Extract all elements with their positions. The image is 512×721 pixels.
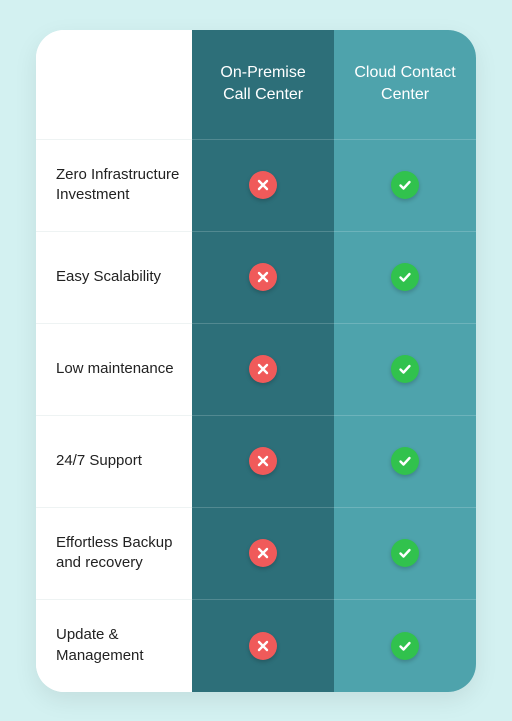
cross-icon	[249, 263, 277, 291]
comparison-table: On-Premise Call Center Cloud Contact Cen…	[36, 30, 476, 692]
table-row: Low maintenance	[36, 324, 476, 416]
row-label: Update & Management	[36, 600, 192, 692]
column-header-cloud: Cloud Contact Center	[334, 30, 476, 140]
cell-on-premise	[192, 416, 334, 508]
cross-icon	[249, 447, 277, 475]
cross-icon	[249, 632, 277, 660]
cell-on-premise	[192, 140, 334, 232]
row-label: Easy Scalability	[36, 232, 192, 324]
row-label: Effortless Backup and recovery	[36, 508, 192, 600]
check-icon	[391, 632, 419, 660]
table-header-row: On-Premise Call Center Cloud Contact Cen…	[36, 30, 476, 140]
check-icon	[391, 263, 419, 291]
check-icon	[391, 447, 419, 475]
cell-on-premise	[192, 324, 334, 416]
cross-icon	[249, 355, 277, 383]
cell-cloud	[334, 232, 476, 324]
table-row: Zero Infrastructure Investment	[36, 140, 476, 232]
cell-cloud	[334, 600, 476, 692]
cell-on-premise	[192, 508, 334, 600]
row-label: Zero Infrastructure Investment	[36, 140, 192, 232]
table-row: Easy Scalability	[36, 232, 476, 324]
check-icon	[391, 355, 419, 383]
table-row: 24/7 Support	[36, 416, 476, 508]
cell-cloud	[334, 324, 476, 416]
cell-on-premise	[192, 600, 334, 692]
cell-cloud	[334, 416, 476, 508]
cell-on-premise	[192, 232, 334, 324]
cell-cloud	[334, 508, 476, 600]
table-row: Update & Management	[36, 600, 476, 692]
cross-icon	[249, 539, 277, 567]
cell-cloud	[334, 140, 476, 232]
cross-icon	[249, 171, 277, 199]
column-header-on-premise: On-Premise Call Center	[192, 30, 334, 140]
table-row: Effortless Backup and recovery	[36, 508, 476, 600]
header-empty-cell	[36, 30, 192, 140]
row-label: 24/7 Support	[36, 416, 192, 508]
check-icon	[391, 171, 419, 199]
row-label: Low maintenance	[36, 324, 192, 416]
check-icon	[391, 539, 419, 567]
